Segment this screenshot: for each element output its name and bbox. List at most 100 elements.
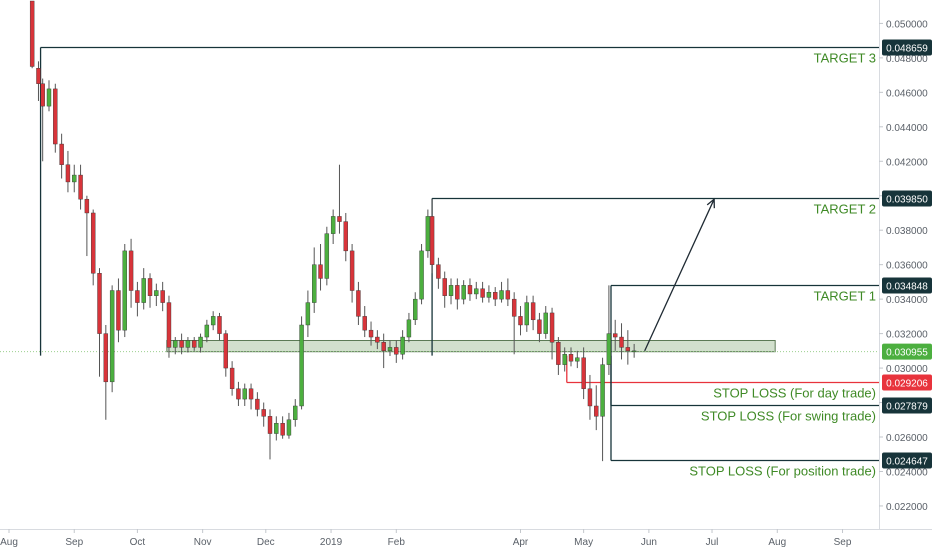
level-badge-text-2: 0.034848 — [886, 282, 928, 293]
candle-body-20 — [154, 290, 159, 296]
candle-body-62 — [419, 250, 424, 300]
candle-body-13 — [109, 290, 115, 383]
y-tick-label-11: 0.044000 — [886, 123, 928, 134]
candle-body-87 — [575, 357, 580, 362]
candle-body-49 — [337, 216, 342, 222]
y-tick-label-1: 0.024000 — [886, 467, 928, 478]
candle-body-40 — [280, 423, 285, 436]
candle-body-44 — [305, 302, 311, 326]
candle-body-84 — [556, 342, 561, 365]
current-price-badge-text: 0.030955 — [886, 348, 928, 359]
candle-body-57 — [387, 347, 393, 352]
x-tick-label-10: Jul — [706, 537, 719, 548]
price-axis[interactable]: 0.0220000.0240000.0260000.0280000.030000… — [879, 19, 928, 513]
x-tick-label-5: 2019 — [320, 537, 343, 548]
candle-body-41 — [286, 419, 292, 436]
arrow-head — [706, 197, 715, 209]
level-badge-text-1: 0.039850 — [886, 195, 928, 206]
candle-body-56 — [381, 342, 386, 352]
candle-body-54 — [368, 329, 374, 338]
candle-body-55 — [375, 336, 380, 343]
candle-body-39 — [274, 423, 279, 434]
candle-body-23 — [173, 340, 178, 348]
candle-body-24 — [179, 340, 184, 348]
candle-body-67 — [448, 285, 454, 296]
candle-body-52 — [356, 290, 361, 317]
candle-body-70 — [467, 285, 473, 295]
candle-body-94 — [619, 336, 624, 348]
level-label-1: TARGET 2 — [814, 202, 876, 217]
candle-body-85 — [562, 354, 567, 365]
candle-body-77 — [511, 298, 517, 317]
x-tick-label-4: Dec — [257, 537, 275, 548]
y-tick-label-2: 0.026000 — [886, 433, 928, 444]
level-badge-0 — [882, 39, 932, 56]
candle-body-74 — [493, 292, 498, 300]
level-label-0: TARGET 3 — [814, 51, 876, 66]
y-tick-label-14: 0.050000 — [886, 19, 928, 30]
candle-body-17 — [135, 290, 140, 303]
candle-body-95 — [625, 347, 631, 352]
candle-body-75 — [499, 290, 504, 300]
x-tick-label-12: Sep — [834, 537, 852, 548]
level-badge-3 — [882, 374, 932, 391]
candle-body-10 — [90, 212, 96, 274]
candle-body-71 — [474, 288, 479, 295]
candle-body-0 — [29, 0, 35, 67]
support-zone-layer — [166, 339, 776, 353]
candle-body-78 — [518, 316, 523, 326]
x-tick-label-0: Aug — [0, 537, 18, 548]
level-badge-text-0: 0.048659 — [886, 44, 928, 55]
candle-body-33 — [236, 388, 241, 400]
x-tick-label-8: May — [574, 537, 593, 548]
x-tick-label-9: Jun — [641, 537, 657, 548]
candle-body-5 — [59, 143, 64, 165]
candle-body-50 — [343, 221, 348, 252]
candle-body-19 — [147, 278, 153, 296]
candle-body-88 — [581, 357, 586, 389]
candle-body-80 — [530, 302, 536, 321]
candles-layer — [29, 0, 637, 462]
candle-body-65 — [436, 264, 441, 279]
level-labels-layer: TARGET 3 TARGET 2 TARGET 1 STOP LOSS (For d… — [689, 51, 876, 479]
y-tick-label-13: 0.048000 — [886, 54, 928, 65]
candle-body-30 — [217, 316, 222, 334]
candle-body-58 — [394, 347, 399, 355]
y-tick-label-7: 0.036000 — [886, 261, 928, 272]
candle-body-12 — [103, 333, 109, 383]
candle-body-32 — [229, 367, 235, 389]
candle-body-25 — [185, 340, 191, 348]
level-label-5: STOP LOSS (For position trade) — [689, 464, 876, 479]
candle-body-18 — [141, 278, 146, 303]
support-zone — [166, 339, 776, 353]
candle-body-81 — [537, 319, 542, 334]
candle-body-92 — [606, 333, 612, 365]
candle-body-64 — [429, 216, 435, 265]
candle-body-35 — [248, 388, 254, 400]
candle-body-9 — [84, 198, 90, 214]
candle-body-73 — [486, 292, 492, 298]
candle-body-42 — [293, 405, 298, 420]
candle-body-93 — [613, 333, 618, 338]
candle-body-2 — [40, 83, 45, 107]
level-badge-text-4: 0.027879 — [886, 402, 928, 413]
candle-body-4 — [53, 88, 58, 145]
x-tick-label-11: Aug — [768, 537, 786, 548]
level-badge-text-3: 0.029206 — [886, 379, 928, 390]
candle-body-69 — [461, 285, 466, 300]
candle-body-37 — [261, 409, 266, 417]
level-label-2: TARGET 1 — [814, 289, 876, 304]
candle-body-51 — [349, 250, 355, 291]
candle-body-38 — [267, 416, 273, 434]
candle-body-66 — [442, 278, 447, 296]
time-axis[interactable]: Aug Sep Oct Nov Dec 2019 Feb Apr May Jun Jul Aug Sep — [0, 529, 852, 548]
candle-body-36 — [255, 398, 260, 410]
candle-body-43 — [299, 324, 304, 407]
level-badge-4 — [882, 397, 932, 414]
level-badge-5 — [882, 452, 932, 469]
level-badge-1 — [882, 190, 932, 207]
candle-body-11 — [97, 273, 102, 334]
candle-body-89 — [587, 388, 593, 407]
